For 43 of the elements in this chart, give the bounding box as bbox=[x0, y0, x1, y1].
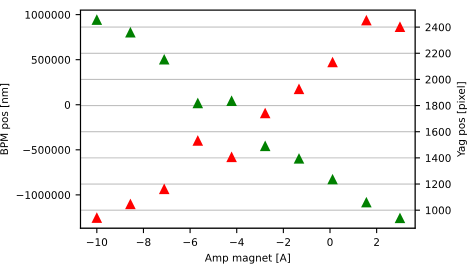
y-axis-title: BPM pos [nm] bbox=[0, 84, 10, 154]
point bbox=[226, 152, 236, 162]
point bbox=[362, 16, 372, 26]
point bbox=[159, 54, 170, 65]
point bbox=[192, 98, 203, 108]
point bbox=[260, 108, 270, 118]
y-tick-label: 1000000 bbox=[26, 10, 70, 19]
point bbox=[260, 141, 270, 152]
x-tick-label: −8 bbox=[136, 238, 150, 246]
point bbox=[294, 154, 304, 164]
y2-tick-label: 2000 bbox=[426, 76, 451, 84]
y2-tick-label: 1600 bbox=[426, 128, 451, 136]
y2-tick-label: 2200 bbox=[426, 49, 451, 58]
y-tick-label: −500000 bbox=[23, 146, 70, 154]
x-tick-label: 2 bbox=[374, 238, 379, 246]
x-tick-label: −6 bbox=[184, 238, 198, 246]
point bbox=[192, 136, 203, 146]
point bbox=[92, 15, 102, 25]
point bbox=[328, 58, 338, 68]
y2-tick-label: 2400 bbox=[426, 23, 451, 32]
point bbox=[395, 22, 405, 32]
point bbox=[126, 28, 136, 38]
point bbox=[92, 213, 102, 223]
point bbox=[294, 84, 304, 94]
y-tick-label: 500000 bbox=[32, 56, 70, 64]
y-tick-label: 0 bbox=[64, 100, 70, 109]
x-tick-label: 0 bbox=[327, 238, 333, 246]
y2-axis-title: Yag pos [pixel] bbox=[456, 82, 467, 158]
y2-tick-label: 1400 bbox=[426, 154, 451, 162]
point bbox=[159, 184, 170, 194]
x-tick-label: −4 bbox=[230, 238, 244, 246]
x-axis-title: Amp magnet [A] bbox=[204, 254, 290, 264]
point bbox=[226, 96, 236, 106]
y2-tick-label: 1000 bbox=[426, 206, 451, 214]
point bbox=[126, 199, 136, 210]
x-tick-label: −10 bbox=[86, 238, 108, 246]
point bbox=[395, 213, 405, 224]
y2-tick-label: 1800 bbox=[426, 102, 451, 110]
x-tick-label: −2 bbox=[276, 238, 290, 246]
y2-tick-label: 1200 bbox=[426, 180, 451, 188]
y-tick-label: −1000000 bbox=[16, 191, 70, 199]
point bbox=[328, 174, 338, 184]
point bbox=[362, 198, 372, 208]
